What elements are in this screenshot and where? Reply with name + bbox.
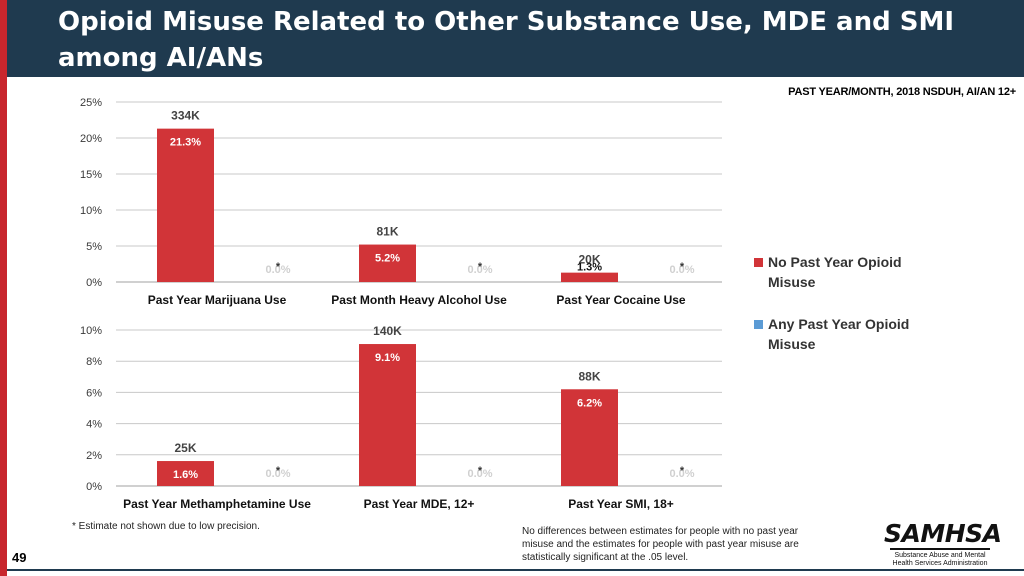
bar-value-label-suppressed: 0.0% bbox=[265, 468, 290, 480]
suppressed-estimate-mark: * bbox=[276, 465, 281, 477]
source-label: PAST YEAR/MONTH, 2018 NSDUH, AI/AN 12+ bbox=[788, 86, 1016, 98]
bar-count-label: 20K bbox=[578, 253, 600, 267]
category-label: Past Year SMI, 18+ bbox=[568, 497, 674, 511]
logo-wordmark: SAMHSA bbox=[884, 519, 1002, 548]
legend-no-misuse: No Past Year Opioid Misuse bbox=[754, 252, 934, 292]
bar-count-label: 140K bbox=[373, 324, 402, 338]
bar-count-label: 81K bbox=[376, 225, 398, 239]
y-tick-label: 10% bbox=[80, 325, 102, 337]
y-tick-label: 15% bbox=[80, 169, 102, 181]
bottom-rule bbox=[7, 569, 1024, 571]
bar-count-label: 25K bbox=[174, 441, 196, 455]
bar-value-label-suppressed: 0.0% bbox=[467, 264, 492, 276]
bar-value-label: 5.2% bbox=[375, 253, 400, 265]
suppressed-estimate-mark: * bbox=[680, 465, 685, 477]
page-number: 49 bbox=[12, 550, 27, 565]
bar-no-misuse bbox=[157, 128, 214, 282]
bar-value-label-suppressed: 0.0% bbox=[669, 264, 694, 276]
y-tick-label: 2% bbox=[86, 450, 102, 462]
footnote-significance: No differences between estimates for peo… bbox=[522, 526, 799, 563]
samhsa-logo: SAMHSA Substance Abuse and Mental Health… bbox=[884, 519, 1002, 568]
suppressed-estimate-mark: * bbox=[680, 261, 685, 273]
bar-no-misuse bbox=[157, 461, 214, 486]
y-tick-label: 5% bbox=[86, 241, 102, 253]
y-tick-label: 20% bbox=[80, 133, 102, 145]
bar-value-label: 1.6% bbox=[173, 469, 198, 481]
y-tick-label: 4% bbox=[86, 419, 102, 431]
y-tick-label: 8% bbox=[86, 356, 102, 368]
y-tick-label: 0% bbox=[86, 277, 102, 289]
bar-no-misuse bbox=[359, 344, 416, 486]
legend-swatch-any-misuse bbox=[754, 320, 763, 329]
y-tick-label: 6% bbox=[86, 387, 102, 399]
suppressed-estimate-mark: * bbox=[478, 261, 483, 273]
bar-value-label: 6.2% bbox=[577, 397, 602, 409]
bar-count-label: 334K bbox=[171, 109, 200, 123]
bar-value-label-suppressed: 0.0% bbox=[467, 468, 492, 480]
category-label: Past Year Marijuana Use bbox=[148, 293, 287, 307]
legend-label-any-misuse: Any Past Year Opioid Misuse bbox=[768, 316, 910, 352]
bar-no-misuse bbox=[359, 244, 416, 282]
left-accent-stripe bbox=[0, 0, 7, 576]
bar-no-misuse bbox=[561, 389, 618, 486]
category-label: Past Year Cocaine Use bbox=[556, 293, 686, 307]
bar-value-label: 21.3% bbox=[170, 137, 201, 149]
bar-count-label: 88K bbox=[578, 369, 600, 383]
legend-label-no-misuse: No Past Year Opioid Misuse bbox=[768, 254, 902, 290]
footnote-low-precision: * Estimate not shown due to low precisio… bbox=[72, 521, 260, 532]
title-bar bbox=[7, 0, 1024, 77]
logo-rule bbox=[890, 548, 990, 550]
bar-value-label-suppressed: 0.0% bbox=[669, 468, 694, 480]
slide-title: Opioid Misuse Related to Other Substance… bbox=[58, 7, 955, 73]
y-tick-label: 10% bbox=[80, 205, 102, 217]
bar-no-misuse bbox=[561, 272, 618, 282]
category-label: Past Year MDE, 12+ bbox=[364, 497, 475, 511]
y-tick-label: 0% bbox=[86, 481, 102, 493]
category-label: Past Month Heavy Alcohol Use bbox=[331, 293, 507, 307]
logo-subtitle: Substance Abuse and Mental Health Servic… bbox=[892, 552, 988, 567]
bar-value-label: 9.1% bbox=[375, 352, 400, 364]
y-tick-label: 25% bbox=[80, 97, 102, 109]
suppressed-estimate-mark: * bbox=[478, 465, 483, 477]
legend-any-misuse: Any Past Year Opioid Misuse bbox=[754, 314, 934, 354]
category-label: Past Year Methamphetamine Use bbox=[123, 497, 311, 511]
bar-value-label: 1.3% bbox=[577, 262, 602, 274]
suppressed-estimate-mark: * bbox=[276, 261, 281, 273]
bar-value-label-suppressed: 0.0% bbox=[265, 264, 290, 276]
legend-swatch-no-misuse bbox=[754, 258, 763, 267]
